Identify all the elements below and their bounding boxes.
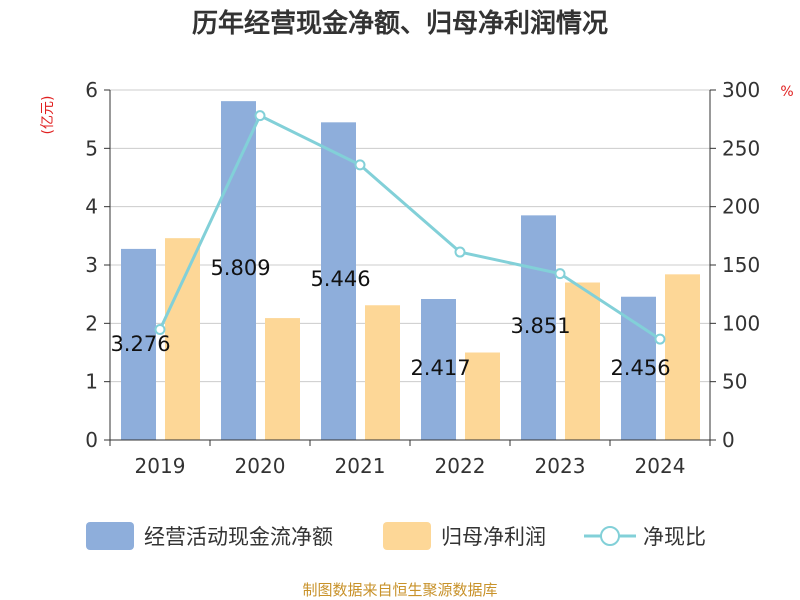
legend-label-net-profit: 归母净利润	[441, 525, 546, 549]
y-right-tick-label: 300	[722, 78, 760, 102]
ratio-point	[654, 333, 666, 345]
ratio-line	[154, 110, 666, 345]
y-left-tick-label: 3	[85, 253, 98, 277]
bar-operating-cashflow	[621, 296, 656, 440]
bar-operating-cashflow	[221, 101, 256, 441]
data-labels: 3.276 5.809 5.446 2.417 3.851 2.456	[110, 256, 670, 380]
x-tick-label: 2023	[535, 454, 586, 478]
y-left-tick-label: 6	[85, 78, 98, 102]
bar-operating-cashflow	[521, 215, 556, 440]
x-tick-label: 2021	[335, 454, 386, 478]
ratio-point	[254, 110, 266, 122]
y-left-tick-label: 5	[85, 136, 98, 160]
bar-net-profit	[365, 305, 400, 440]
data-label-cashflow: 2.456	[610, 356, 670, 380]
bar-net-profit	[165, 238, 200, 440]
x-tick-label: 2020	[235, 454, 286, 478]
bars	[121, 101, 700, 441]
legend-swatch-cashflow	[86, 522, 134, 550]
data-label-cashflow: 5.809	[210, 256, 270, 280]
x-tick-label: 2022	[435, 454, 486, 478]
ratio-point	[554, 268, 566, 280]
y-right-tick-label: 0	[722, 428, 735, 452]
y-right-tick-label: 50	[722, 370, 747, 394]
y-left-unit: (亿元)	[40, 96, 56, 135]
y-left-tick-label: 4	[85, 195, 98, 219]
y-left-tick-label: 1	[85, 370, 98, 394]
ratio-point	[154, 324, 166, 336]
source-note: 制图数据来自恒生聚源数据库	[302, 581, 497, 599]
y-left-tick-label: 0	[85, 428, 98, 452]
bar-net-profit	[465, 352, 500, 440]
bar-operating-cashflow	[321, 122, 356, 441]
legend-swatch-net-profit	[383, 522, 431, 550]
y-right-tick-label: 100	[722, 311, 760, 335]
legend-marker-ratio	[600, 526, 620, 546]
ratio-point	[454, 246, 466, 258]
y-right-unit: %	[780, 84, 793, 100]
y-right-tick-label: 250	[722, 136, 760, 160]
bar-net-profit	[665, 274, 700, 440]
y-left-tick-label: 2	[85, 311, 98, 335]
legend: 经营活动现金流净额 归母净利润 净现比	[86, 522, 706, 550]
bar-operating-cashflow	[421, 299, 456, 440]
legend-label-cashflow: 经营活动现金流净额	[144, 525, 333, 549]
bar-net-profit	[565, 282, 600, 440]
data-label-cashflow: 2.417	[410, 356, 470, 380]
y-right-tick-label: 150	[722, 253, 760, 277]
ratio-point	[354, 159, 366, 171]
data-label-cashflow: 5.446	[310, 267, 370, 291]
data-label-cashflow: 3.851	[510, 314, 570, 338]
x-tick-label: 2019	[135, 454, 186, 478]
x-tick-label: 2024	[635, 454, 686, 478]
ratio-polyline	[158, 113, 661, 341]
axes: 0 1 2 3 4 5 6 0 50 100 150 200 250 300 2019 2020 2021 202…	[85, 78, 760, 478]
gridlines	[110, 89, 710, 383]
y-right-tick-label: 200	[722, 195, 760, 219]
chart-title: 历年经营现金净额、归母净利润情况	[192, 8, 608, 39]
legend-label-ratio: 净现比	[643, 525, 706, 549]
bar-net-profit	[265, 318, 300, 440]
data-label-cashflow: 3.276	[110, 332, 170, 356]
bar-operating-cashflow	[121, 248, 156, 440]
